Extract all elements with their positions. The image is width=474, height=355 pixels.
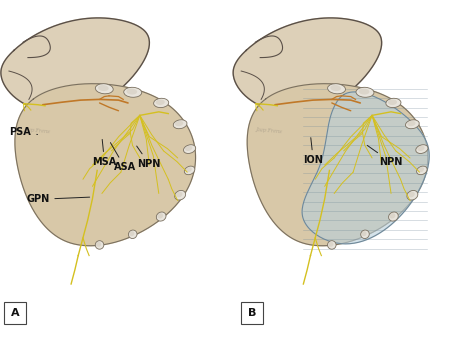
FancyBboxPatch shape bbox=[4, 302, 26, 324]
Ellipse shape bbox=[95, 241, 104, 249]
Ellipse shape bbox=[175, 121, 183, 126]
Ellipse shape bbox=[173, 120, 187, 129]
Polygon shape bbox=[233, 18, 382, 113]
Ellipse shape bbox=[129, 231, 134, 236]
Ellipse shape bbox=[98, 85, 109, 91]
Text: Jaap Frens: Jaap Frens bbox=[24, 127, 51, 134]
FancyBboxPatch shape bbox=[241, 302, 263, 324]
Ellipse shape bbox=[156, 212, 166, 221]
Ellipse shape bbox=[183, 145, 196, 153]
Ellipse shape bbox=[417, 146, 425, 151]
Ellipse shape bbox=[95, 84, 113, 94]
Ellipse shape bbox=[388, 99, 397, 105]
Ellipse shape bbox=[184, 166, 195, 175]
Polygon shape bbox=[247, 84, 428, 246]
Ellipse shape bbox=[407, 190, 418, 200]
Text: A: A bbox=[11, 308, 19, 318]
Ellipse shape bbox=[154, 98, 169, 108]
Text: MSA: MSA bbox=[92, 140, 117, 167]
Text: GPN: GPN bbox=[26, 194, 90, 204]
Ellipse shape bbox=[417, 166, 427, 175]
Ellipse shape bbox=[416, 145, 428, 153]
Ellipse shape bbox=[330, 85, 341, 91]
Ellipse shape bbox=[386, 98, 401, 108]
Polygon shape bbox=[15, 84, 196, 246]
Ellipse shape bbox=[124, 87, 142, 97]
Ellipse shape bbox=[128, 230, 137, 239]
Text: ASA: ASA bbox=[110, 143, 136, 173]
Ellipse shape bbox=[328, 241, 336, 249]
Ellipse shape bbox=[389, 212, 398, 221]
Ellipse shape bbox=[157, 213, 163, 219]
Ellipse shape bbox=[407, 121, 416, 126]
Ellipse shape bbox=[185, 146, 192, 151]
Ellipse shape bbox=[328, 84, 346, 94]
Polygon shape bbox=[1, 18, 149, 113]
Ellipse shape bbox=[362, 231, 366, 236]
Ellipse shape bbox=[328, 242, 333, 247]
Text: NPN: NPN bbox=[367, 146, 402, 167]
Ellipse shape bbox=[356, 87, 374, 97]
Ellipse shape bbox=[408, 192, 415, 197]
Ellipse shape bbox=[361, 230, 369, 239]
Ellipse shape bbox=[185, 167, 192, 172]
Polygon shape bbox=[302, 92, 429, 244]
Text: PSA: PSA bbox=[9, 127, 37, 137]
Ellipse shape bbox=[359, 89, 369, 94]
Ellipse shape bbox=[418, 167, 424, 172]
Text: Jaap Frens: Jaap Frens bbox=[256, 127, 283, 134]
Ellipse shape bbox=[176, 192, 182, 197]
Text: NPN: NPN bbox=[137, 146, 161, 169]
Ellipse shape bbox=[390, 213, 395, 219]
Ellipse shape bbox=[96, 242, 101, 247]
Ellipse shape bbox=[174, 190, 186, 200]
Ellipse shape bbox=[155, 99, 165, 105]
Ellipse shape bbox=[405, 120, 419, 129]
Text: ION: ION bbox=[303, 138, 323, 165]
Text: B: B bbox=[248, 308, 256, 318]
Ellipse shape bbox=[127, 89, 137, 94]
